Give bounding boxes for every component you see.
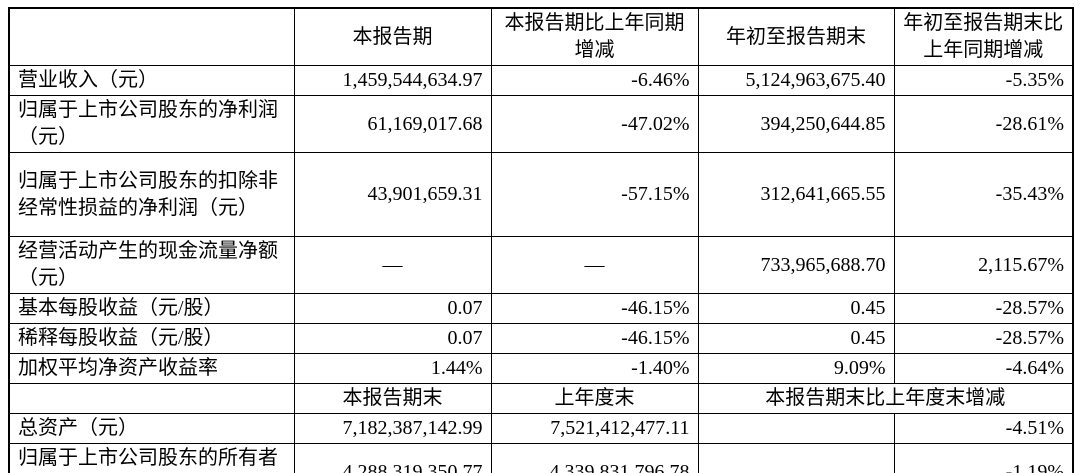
shareholders-equity-prev-year-end: 4,339,831,796.78 (490, 443, 699, 473)
col-header-current-period: 本报告期 (293, 7, 492, 66)
basic-eps-ytd-change: -28.57% (893, 293, 1074, 324)
total-assets-change: -4.51% (893, 413, 1074, 444)
diluted-eps-label: 稀释每股收益（元/股） (8, 323, 295, 354)
col-header-ytd: 年初至报告期末 (697, 7, 895, 66)
revenue-ytd: 5,124,963,675.40 (697, 65, 895, 96)
net-profit-excl-nonrecurring-current-change: -57.15% (490, 152, 699, 237)
corner-cell-bottom (8, 383, 295, 414)
weighted-avg-roe-current-change: -1.40% (490, 353, 699, 384)
revenue-ytd-change: -5.35% (893, 65, 1074, 96)
shareholders-equity-label: 归属于上市公司股东的所有者权益（元） (8, 443, 295, 473)
bottom-header-row: 本报告期末 上年度末 本报告期末比上年度末增减 (8, 383, 1074, 414)
total-assets-prev-year-end: 7,521,412,477.11 (490, 413, 699, 444)
col-header-ytd-change: 年初至报告期末比上年同期增减 (893, 7, 1074, 66)
operating-cash-flow-current: — (293, 236, 492, 294)
shareholders-equity-period-end: 4,288,319,350.77 (293, 443, 492, 473)
net-profit-excl-nonrecurring-row: 归属于上市公司股东的扣除非经常性损益的净利润（元） 43,901,659.31 … (8, 152, 1074, 237)
operating-cash-flow-ytd-change: 2,115.67% (893, 236, 1074, 294)
financial-summary-table: 本报告期 本报告期比上年同期增减 年初至报告期末 年初至报告期末比上年同期增减 … (8, 7, 1074, 473)
shareholders-equity-spacer-cell (697, 443, 895, 473)
net-profit-ytd-change: -28.61% (893, 95, 1074, 153)
total-assets-row: 总资产（元） 7,182,387,142.99 7,521,412,477.11… (8, 413, 1074, 444)
weighted-avg-roe-ytd: 9.09% (697, 353, 895, 384)
weighted-avg-roe-current: 1.44% (293, 353, 492, 384)
shareholders-equity-row: 归属于上市公司股东的所有者权益（元） 4,288,319,350.77 4,33… (8, 443, 1074, 473)
revenue-current-change: -6.46% (490, 65, 699, 96)
operating-cash-flow-ytd: 733,965,688.70 (697, 236, 895, 294)
weighted-avg-roe-label: 加权平均净资产收益率 (8, 353, 295, 384)
revenue-label: 营业收入（元） (8, 65, 295, 96)
diluted-eps-ytd: 0.45 (697, 323, 895, 354)
col-header-prev-year-end: 上年度末 (490, 383, 699, 414)
net-profit-row: 归属于上市公司股东的净利润（元） 61,169,017.68 -47.02% 3… (8, 95, 1074, 153)
net-profit-current-change: -47.02% (490, 95, 699, 153)
net-profit-current: 61,169,017.68 (293, 95, 492, 153)
net-profit-excl-nonrecurring-label: 归属于上市公司股东的扣除非经常性损益的净利润（元） (8, 152, 295, 237)
diluted-eps-row: 稀释每股收益（元/股） 0.07 -46.15% 0.45 -28.57% (8, 323, 1074, 354)
basic-eps-label: 基本每股收益（元/股） (8, 293, 295, 324)
net-profit-excl-nonrecurring-current: 43,901,659.31 (293, 152, 492, 237)
col-header-period-end-change: 本报告期末比上年度末增减 (697, 383, 1074, 414)
net-profit-excl-nonrecurring-ytd: 312,641,665.55 (697, 152, 895, 237)
net-profit-ytd: 394,250,644.85 (697, 95, 895, 153)
basic-eps-row: 基本每股收益（元/股） 0.07 -46.15% 0.45 -28.57% (8, 293, 1074, 324)
total-assets-period-end: 7,182,387,142.99 (293, 413, 492, 444)
weighted-avg-roe-ytd-change: -4.64% (893, 353, 1074, 384)
top-header-row: 本报告期 本报告期比上年同期增减 年初至报告期末 年初至报告期末比上年同期增减 (8, 7, 1074, 66)
revenue-row: 营业收入（元） 1,459,544,634.97 -6.46% 5,124,96… (8, 65, 1074, 96)
diluted-eps-current: 0.07 (293, 323, 492, 354)
operating-cash-flow-row: 经营活动产生的现金流量净额（元） — — 733,965,688.70 2,11… (8, 236, 1074, 294)
basic-eps-current: 0.07 (293, 293, 492, 324)
basic-eps-current-change: -46.15% (490, 293, 699, 324)
operating-cash-flow-label: 经营活动产生的现金流量净额（元） (8, 236, 295, 294)
col-header-period-end: 本报告期末 (293, 383, 492, 414)
net-profit-label: 归属于上市公司股东的净利润（元） (8, 95, 295, 153)
basic-eps-ytd: 0.45 (697, 293, 895, 324)
weighted-avg-roe-row: 加权平均净资产收益率 1.44% -1.40% 9.09% -4.64% (8, 353, 1074, 384)
revenue-current: 1,459,544,634.97 (293, 65, 492, 96)
diluted-eps-ytd-change: -28.57% (893, 323, 1074, 354)
col-header-current-period-change: 本报告期比上年同期增减 (490, 7, 699, 66)
net-profit-excl-nonrecurring-ytd-change: -35.43% (893, 152, 1074, 237)
corner-cell (8, 7, 295, 66)
total-assets-label: 总资产（元） (8, 413, 295, 444)
total-assets-spacer-cell (697, 413, 895, 444)
shareholders-equity-change: -1.19% (893, 443, 1074, 473)
operating-cash-flow-current-change: — (490, 236, 699, 294)
diluted-eps-current-change: -46.15% (490, 323, 699, 354)
